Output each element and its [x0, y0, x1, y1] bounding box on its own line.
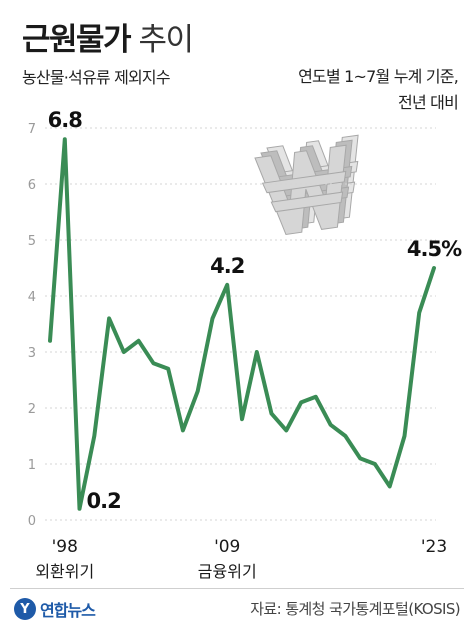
won-sign-layer-2	[254, 144, 347, 235]
data-label: 4.5%	[407, 237, 462, 261]
basis-note-line-1: 연도별 1~7월 누계 기준,	[298, 67, 459, 86]
title-sub: 추이	[138, 22, 194, 58]
data-label-layer: 6.8 0.2 4.2 4.5%	[48, 108, 463, 513]
footer-divider	[10, 588, 464, 589]
basis-note: 연도별 1~7월 누계 기준, 전년 대비	[298, 64, 459, 116]
page-title: 근원물가 추이	[22, 14, 194, 59]
y-grid: 0 1 2 3 4 5 6 7	[28, 122, 436, 529]
won-sign-part	[254, 144, 347, 235]
won-sign-part	[270, 191, 344, 213]
x-tick-label: '98	[52, 537, 78, 557]
y-tick-label: 5	[28, 234, 36, 249]
title-main: 근원물가	[22, 22, 132, 58]
yonhap-logo: Y 연합뉴스	[14, 597, 96, 621]
x-event-label: 금융위기	[198, 562, 257, 581]
series-layer	[48, 137, 436, 511]
y-tick-label: 3	[28, 346, 36, 361]
y-tick-label: 1	[28, 458, 36, 473]
x-event-label: 외환위기	[35, 562, 94, 581]
x-axis: '98 외환위기 '09 금융위기 '23	[35, 537, 447, 581]
data-label: 0.2	[87, 489, 121, 513]
y-tick-label: 6	[28, 178, 36, 193]
x-tick-label: '23	[421, 537, 447, 557]
y-tick-label: 2	[28, 402, 36, 417]
x-tick-label: '09	[214, 537, 240, 557]
basis-note-line-2: 전년 대비	[398, 93, 459, 112]
won-sign-icon	[254, 134, 359, 235]
logo-mark-icon: Y	[14, 598, 36, 620]
y-tick-label: 4	[28, 290, 36, 305]
logo-text: 연합뉴스	[40, 601, 96, 620]
y-tick-label: 7	[28, 122, 36, 137]
y-tick-label: 0	[28, 514, 36, 529]
subtitle: 농산물·석유류 제외지수	[22, 68, 171, 87]
series-line	[48, 137, 436, 511]
won-sign-part	[261, 170, 347, 194]
data-label: 6.8	[48, 108, 83, 132]
source-credit: 자료: 통계청 국가통계포털(KOSIS)	[250, 600, 460, 618]
data-label: 4.2	[210, 254, 244, 278]
